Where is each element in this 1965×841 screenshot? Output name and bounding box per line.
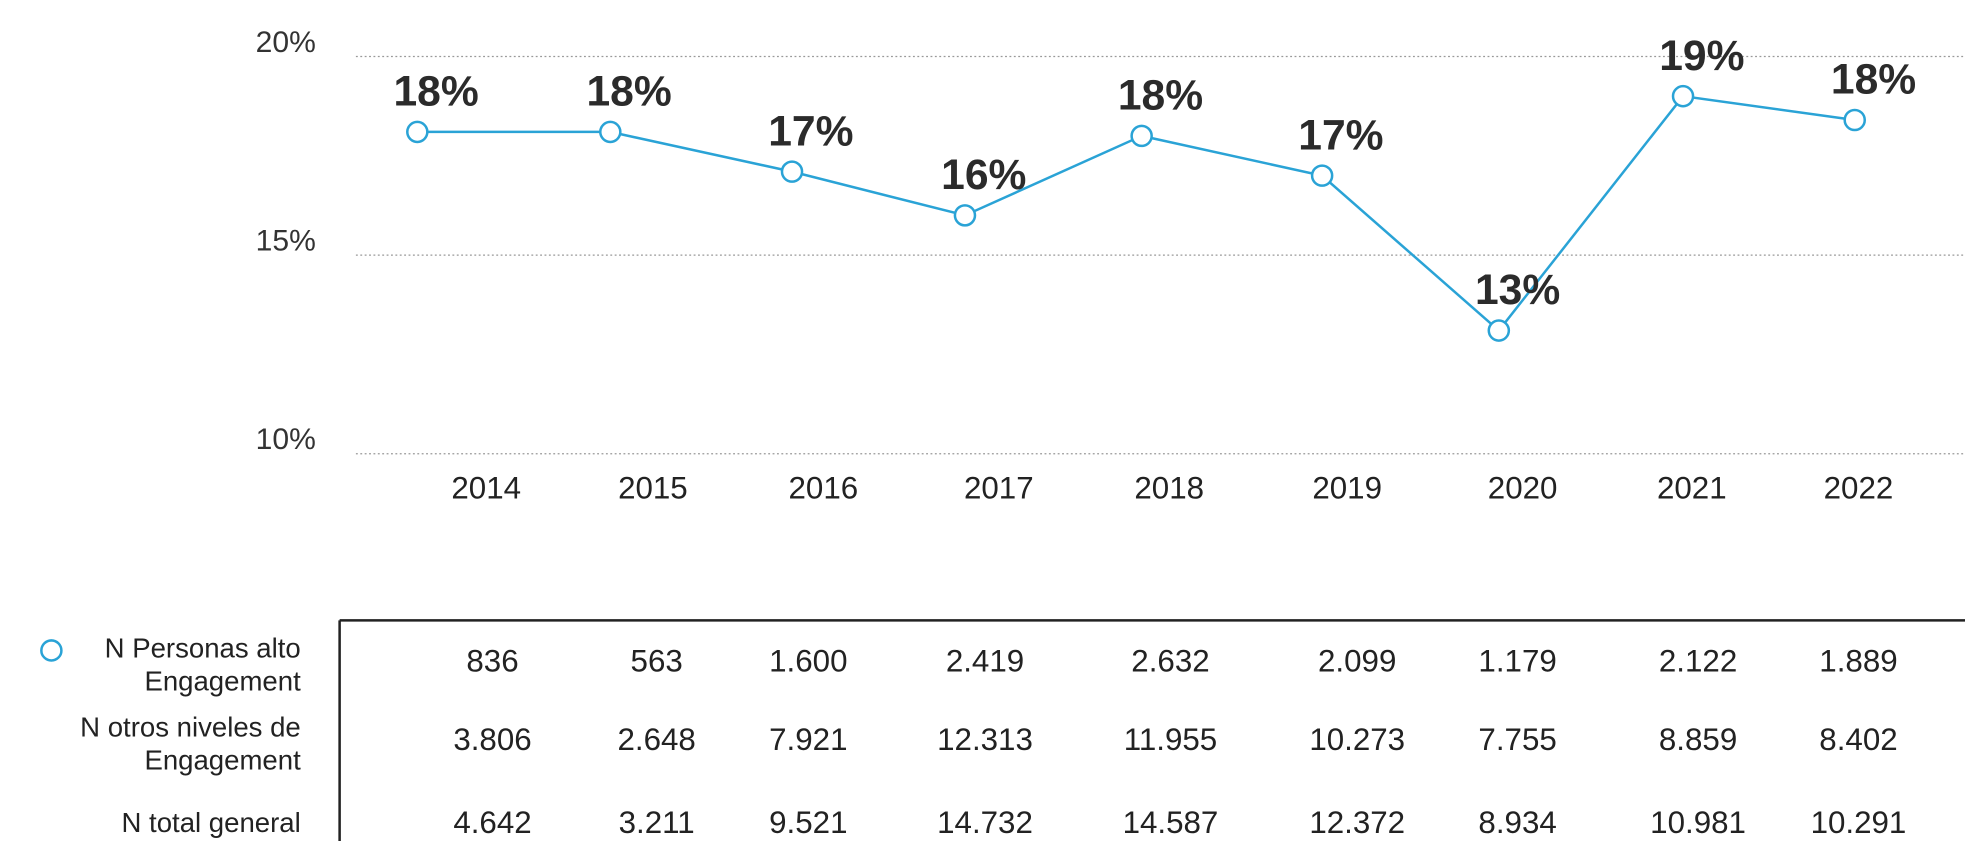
row-label: N Personas alto [105, 633, 301, 664]
table-cell: 7.921 [769, 722, 847, 757]
point [1671, 84, 1695, 108]
row-label: Engagement [144, 744, 301, 775]
table-cell: 14.587 [1123, 805, 1219, 840]
table-cell: 3.806 [453, 722, 531, 757]
x-tick-label: 2020 [1488, 470, 1558, 505]
table-cell: 9.521 [769, 805, 847, 840]
table-cell: 2.648 [617, 722, 695, 757]
x-tick-label: 2019 [1312, 470, 1382, 505]
table-cell: 836 [466, 643, 518, 678]
x-tick-label: 2015 [618, 470, 688, 505]
table-cell: 10.291 [1811, 805, 1907, 840]
point [1487, 319, 1511, 342]
table-cell: 2.632 [1131, 643, 1209, 678]
row-label: N total general [121, 807, 300, 838]
table-cell: 8.402 [1819, 722, 1897, 757]
x-tick-label: 2016 [789, 470, 859, 505]
point [406, 120, 429, 144]
table-cell: 10.981 [1650, 805, 1746, 840]
x-tick-label: 2014 [451, 470, 521, 505]
legend-marker [40, 639, 63, 662]
table-cell: 1.179 [1478, 643, 1556, 678]
table-cell: 12.372 [1309, 805, 1405, 840]
table-cell: 2.099 [1318, 643, 1396, 678]
data-label: 18% [1831, 56, 1916, 104]
table-cell: 8.859 [1659, 722, 1737, 757]
data-label: 17% [768, 107, 853, 155]
data-label: 18% [1118, 72, 1203, 120]
point [780, 160, 804, 183]
table-cell: 3.211 [619, 805, 695, 840]
x-tick-label: 2021 [1657, 470, 1727, 505]
table-cell: 12.313 [937, 722, 1033, 757]
y-tick-label: 15% [256, 224, 316, 257]
table-cell: 14.732 [937, 805, 1033, 840]
data-label: 16% [941, 151, 1026, 199]
point [1310, 164, 1334, 187]
data-label: 18% [586, 68, 671, 116]
y-tick-label: 10% [256, 423, 316, 456]
data-label: 17% [1298, 111, 1383, 159]
table-cell: 2.122 [1659, 643, 1737, 678]
row-label: Engagement [144, 665, 301, 696]
x-tick-label: 2022 [1824, 470, 1894, 505]
data-label: 18% [393, 68, 478, 116]
table-cell: 1.889 [1819, 643, 1897, 678]
x-tick-label: 2017 [964, 470, 1034, 505]
point [1130, 124, 1153, 148]
table-cell: 4.642 [453, 805, 531, 840]
table-cell: 563 [631, 643, 683, 678]
point [599, 120, 622, 144]
table-cell: 8.934 [1478, 805, 1556, 840]
table-cell: 11.955 [1124, 722, 1217, 757]
data-label: 13% [1475, 266, 1560, 314]
table-cell: 2.419 [946, 643, 1024, 678]
point [953, 204, 977, 227]
table-cell: 7.755 [1478, 722, 1556, 757]
table-cell: 10.273 [1309, 722, 1405, 757]
table-cell: 1.600 [769, 643, 847, 678]
y-tick-label: 20% [256, 26, 316, 59]
point [1843, 108, 1866, 132]
row-label: N otros niveles de [80, 712, 301, 743]
data-label: 19% [1659, 32, 1744, 80]
x-tick-label: 2018 [1134, 470, 1204, 505]
